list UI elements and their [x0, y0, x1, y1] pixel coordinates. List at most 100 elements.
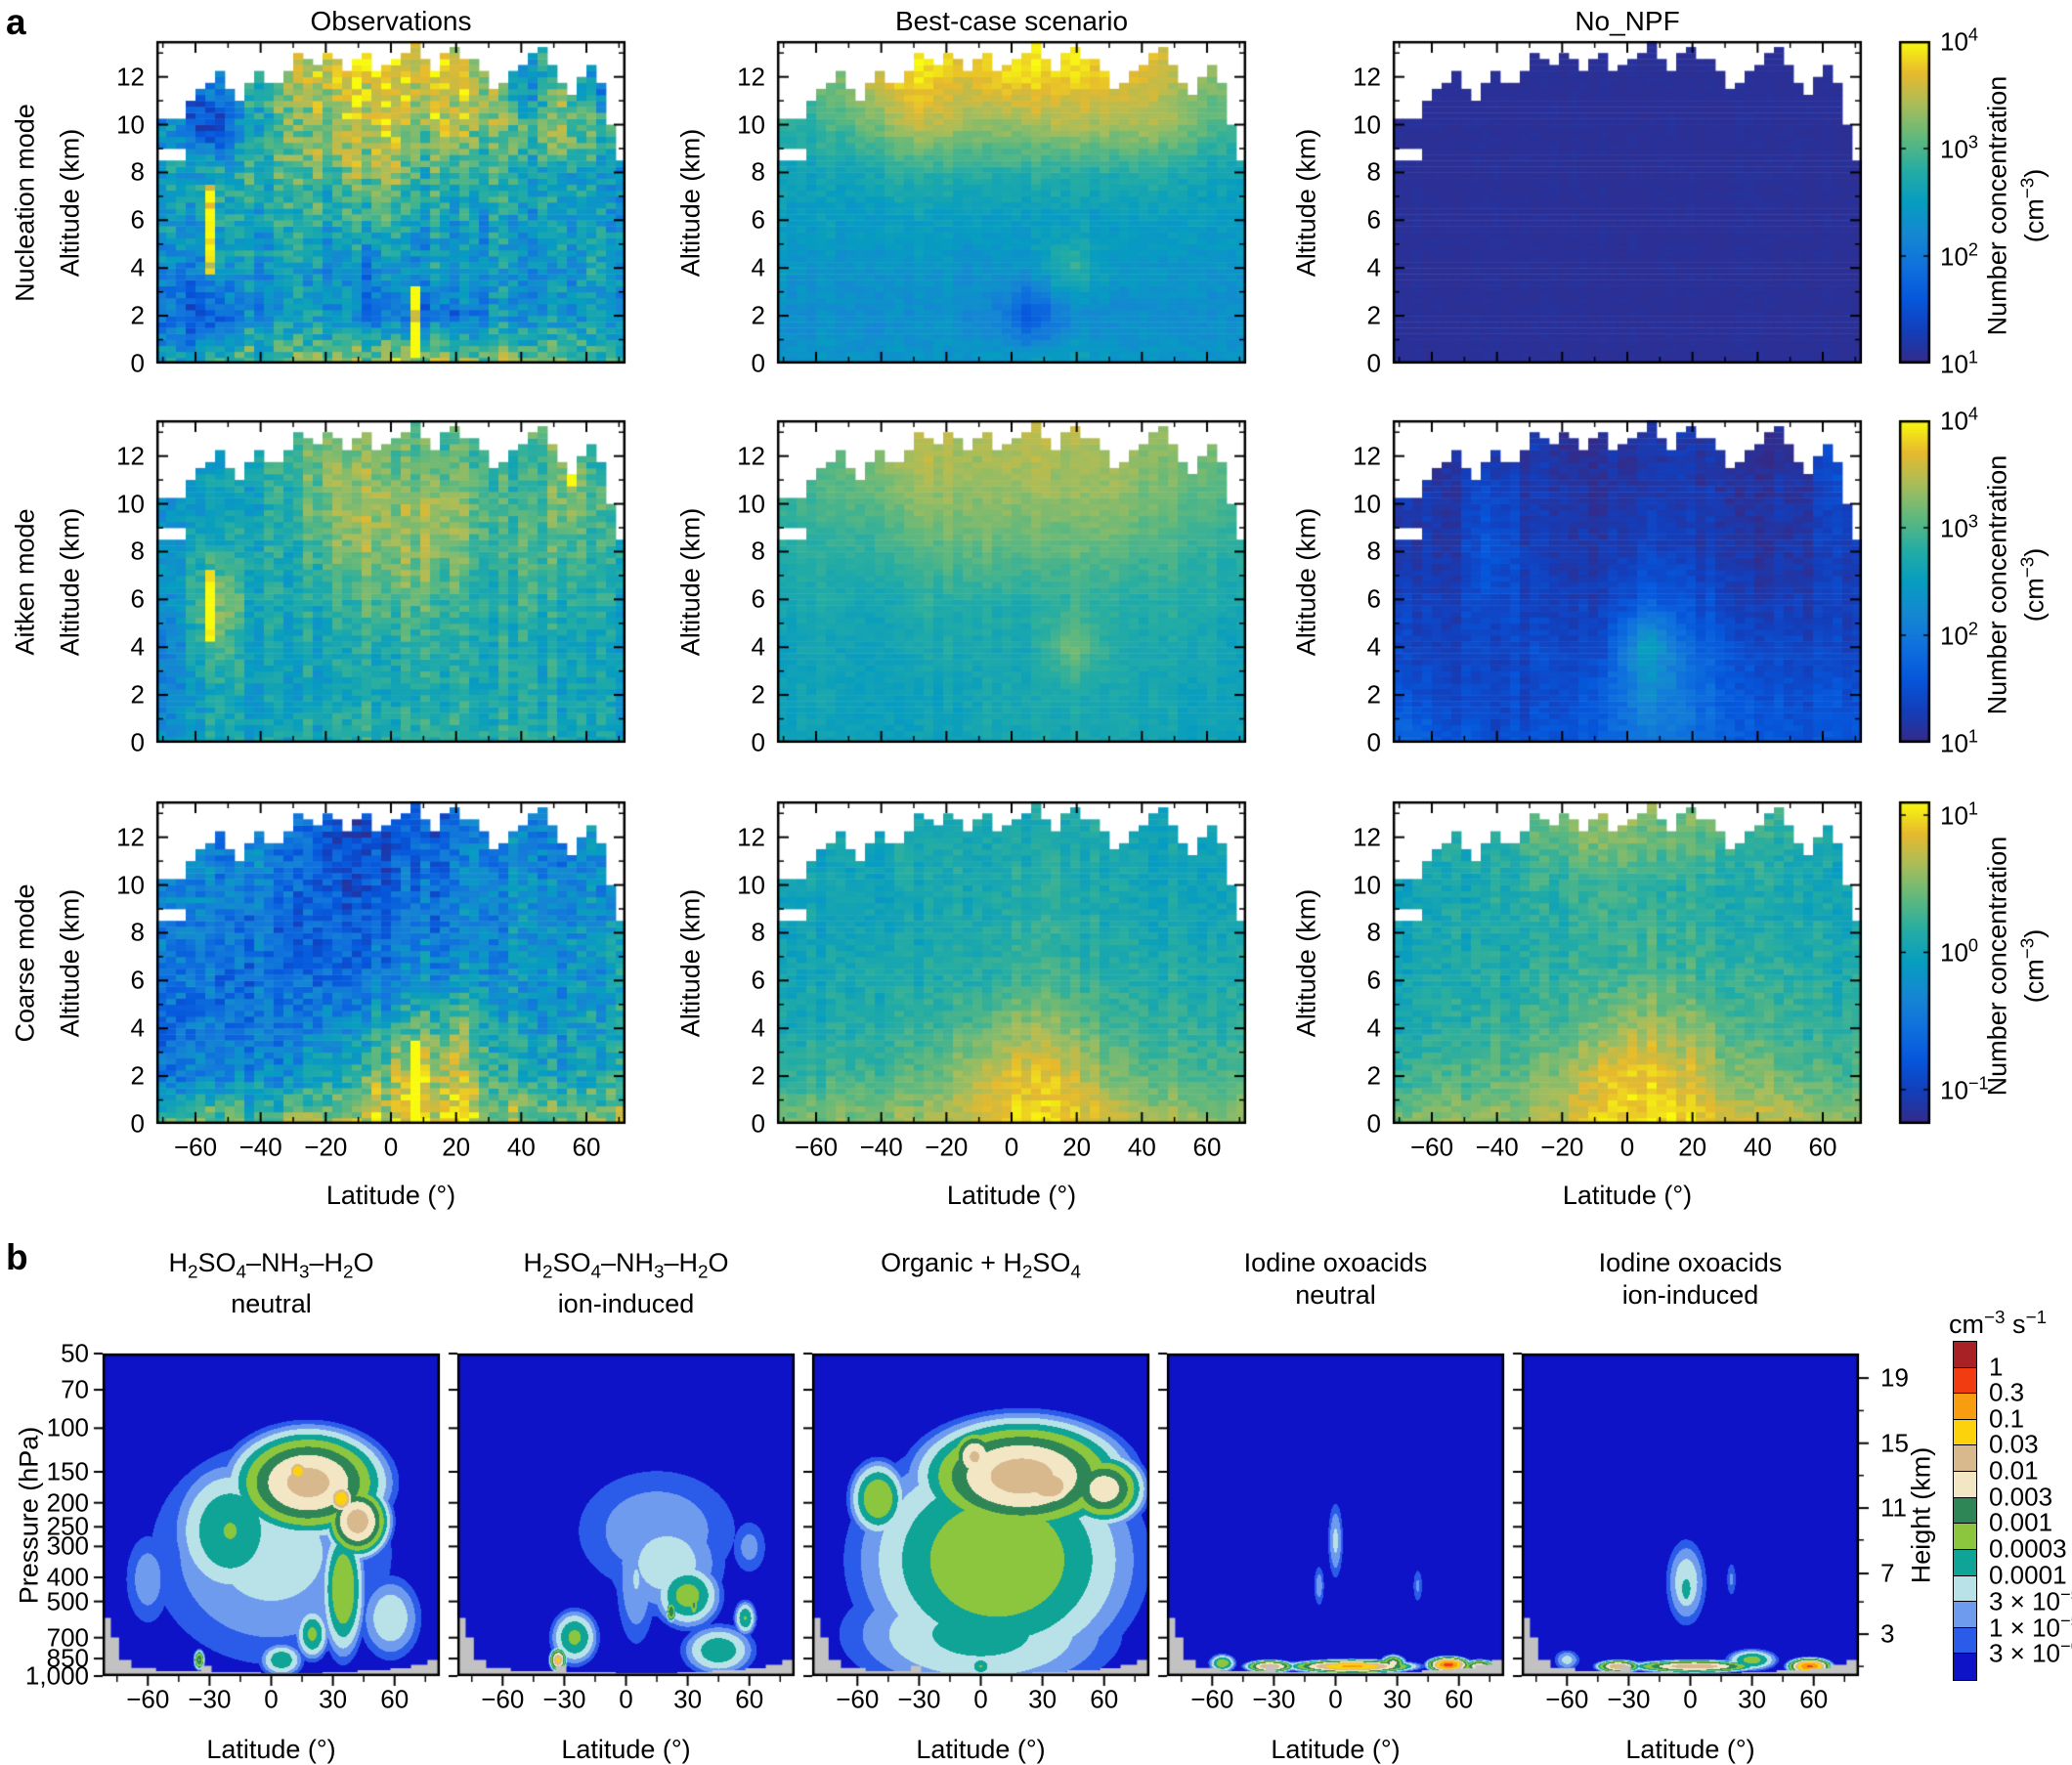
y-tick-label: 0 [751, 1108, 765, 1139]
y-tick-label: 8 [130, 536, 145, 566]
colorbar-tick-label: 103 [1940, 132, 1979, 164]
x-tick-label: 40 [1743, 1132, 1772, 1162]
y-tick-label: 8 [1366, 917, 1381, 947]
x-tick-label: 20 [1678, 1132, 1707, 1162]
pressure-tick-label: 70 [61, 1374, 89, 1404]
y-tick-label: 10 [737, 870, 765, 900]
colorbar-level [1953, 1626, 1977, 1655]
x-tick-label: 60 [1192, 1132, 1222, 1162]
x-tick-label: 0 [383, 1132, 399, 1162]
altitude-axis-label: Altitude (km) [1291, 888, 1321, 1037]
y-tick-label: 0 [130, 727, 145, 757]
contour-h2so4-nh3-h2o-ion-induced [457, 1354, 795, 1676]
column-title: Observations [310, 6, 472, 36]
x-tick-label: 30 [1383, 1684, 1412, 1714]
plot-title: Iodine oxoacids neutral [1243, 1248, 1428, 1310]
x-tick-label: 60 [735, 1684, 764, 1714]
y-tick-label: 10 [1353, 870, 1381, 900]
y-tick-label: 2 [130, 679, 145, 710]
x-tick-label: −60 [1409, 1132, 1454, 1162]
x-tick-label: −60 [836, 1684, 880, 1714]
x-tick-label: 60 [1808, 1132, 1837, 1162]
x-tick-label: 40 [506, 1132, 536, 1162]
x-tick-label: 0 [973, 1684, 988, 1714]
altitude-axis-label: Altitude (km) [55, 888, 85, 1037]
y-tick-label: 0 [130, 1108, 145, 1139]
column-title: Best-case scenario [894, 6, 1129, 36]
y-tick-label: 8 [130, 917, 145, 947]
x-tick-label: −60 [1545, 1684, 1589, 1714]
colorbar-tick-label: 103 [1940, 511, 1979, 543]
contour-iodine-oxoacids-ion-induced [1522, 1354, 1859, 1676]
heatmap-no-npf-coarse [1393, 801, 1862, 1124]
x-tick-label: 60 [380, 1684, 410, 1714]
pressure-tick-label: 50 [61, 1338, 89, 1368]
x-tick-label: 60 [1799, 1684, 1829, 1714]
y-tick-label: 4 [130, 1012, 145, 1043]
colorbar-tick-label: 10−1 [1940, 1073, 1989, 1105]
contour-iodine-oxoacids-neutral [1167, 1354, 1504, 1676]
y-tick-label: 4 [1366, 252, 1381, 282]
colorbar-title: cm−3 s−1 [1949, 1308, 2048, 1339]
heatmap-observations-coarse [156, 801, 626, 1124]
row-label: Coarse mode [10, 882, 40, 1043]
x-tick-label: 0 [1683, 1684, 1698, 1714]
y-tick-label: 8 [751, 536, 765, 566]
colorbar-level [1953, 1601, 1977, 1629]
y-tick-label: 2 [1366, 679, 1381, 710]
y-tick-label: 4 [130, 631, 145, 662]
y-tick-label: 2 [751, 1060, 765, 1091]
y-tick-label: 8 [1366, 156, 1381, 187]
y-tick-label: 2 [751, 679, 765, 710]
colorbar-tick-label: 100 [1940, 936, 1979, 968]
x-tick-label: 0 [619, 1684, 633, 1714]
y-tick-label: 6 [130, 965, 145, 995]
y-tick-label: 2 [1366, 300, 1381, 330]
colorbar-level [1953, 1393, 1977, 1421]
y-tick-label: 0 [1366, 348, 1381, 378]
x-tick-label: −30 [1252, 1684, 1296, 1714]
x-tick-label: 0 [1004, 1132, 1019, 1162]
colorbar-gradient-2 [1899, 801, 1930, 1124]
contour-h2so4-nh3-h2o-neutral [103, 1354, 440, 1676]
y-tick-label: 6 [751, 204, 765, 235]
y-tick-label: 6 [1366, 965, 1381, 995]
y-tick-label: 12 [116, 822, 145, 852]
y-tick-label: 12 [1353, 62, 1381, 92]
x-tick-label: 30 [1738, 1684, 1767, 1714]
y-tick-label: 12 [737, 62, 765, 92]
panel-b-label: b [6, 1237, 28, 1277]
height-tick-label: 19 [1880, 1362, 1909, 1393]
pressure-tick-label: 150 [46, 1456, 89, 1486]
x-tick-label: −20 [1540, 1132, 1584, 1162]
x-tick-label: −60 [794, 1132, 839, 1162]
y-tick-label: 2 [130, 1060, 145, 1091]
colorbar-tick-label: 101 [1940, 798, 1979, 831]
colorbar-gradient-0 [1899, 41, 1930, 364]
pressure-tick-label: 300 [46, 1530, 89, 1561]
pressure-tick-label: 100 [46, 1412, 89, 1442]
x-tick-label: 0 [1328, 1684, 1343, 1714]
y-tick-label: 12 [737, 441, 765, 471]
y-tick-label: 4 [130, 252, 145, 282]
heatmap-observations-aitken [156, 420, 626, 743]
altitude-axis-label: Altitude (km) [675, 888, 706, 1037]
latitude-axis-label: Latitude (°) [1562, 1181, 1693, 1210]
x-tick-label: 60 [572, 1132, 601, 1162]
pressure-axis-label: Pressure (hPa) [14, 1426, 44, 1604]
y-tick-label: 0 [751, 348, 765, 378]
x-tick-label: 30 [319, 1684, 348, 1714]
colorbar-level [1953, 1341, 1977, 1369]
y-tick-label: 0 [1366, 727, 1381, 757]
colorbar-level [1953, 1523, 1977, 1551]
heatmap-best-case-nucleation [777, 41, 1246, 364]
x-tick-label: 60 [1445, 1684, 1474, 1714]
column-title: No_NPF [1575, 6, 1680, 36]
x-tick-label: −20 [925, 1132, 969, 1162]
plot-title: H2SO4–NH3–H2O neutral [168, 1248, 374, 1319]
y-tick-label: 0 [130, 348, 145, 378]
y-tick-label: 4 [751, 631, 765, 662]
plot-title: Iodine oxoacids ion-induced [1598, 1248, 1783, 1310]
x-tick-label: 60 [1090, 1684, 1119, 1714]
y-tick-label: 12 [1353, 822, 1381, 852]
